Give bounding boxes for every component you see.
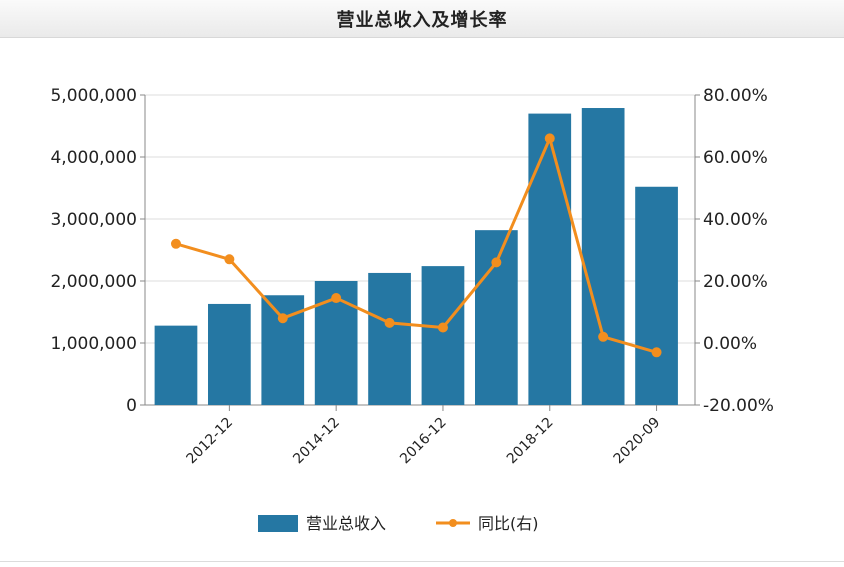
legend-line-marker — [449, 519, 457, 527]
x-tick-label: 2014-12 — [290, 415, 343, 468]
growth-point — [170, 238, 181, 249]
bar — [368, 272, 411, 405]
growth-point — [437, 322, 448, 333]
bar — [421, 266, 465, 405]
y-right-tick-label: 0.00% — [703, 334, 757, 354]
y-left-tick-label: 3,000,000 — [50, 210, 137, 230]
growth-point — [491, 257, 502, 268]
x-tick-label: 2016-12 — [397, 415, 450, 468]
chart-header: 营业总收入及增长率 — [0, 0, 844, 38]
y-right-tick-label: 80.00% — [703, 86, 768, 106]
y-right-tick-label: 40.00% — [703, 210, 768, 230]
growth-point — [544, 133, 555, 144]
x-tick-label: 2012-12 — [184, 415, 237, 468]
bottom-divider — [0, 561, 844, 562]
y-left-tick-label: 2,000,000 — [50, 272, 137, 292]
growth-point — [651, 347, 662, 358]
y-left-tick-label: 4,000,000 — [50, 148, 137, 168]
x-tick-label: 2020-09 — [611, 415, 664, 468]
growth-point — [277, 313, 288, 324]
growth-line — [175, 136, 657, 354]
x-tick-label: 2018-12 — [504, 415, 557, 468]
growth-point — [384, 317, 395, 328]
bar — [154, 325, 198, 405]
bar — [635, 186, 678, 405]
growth-point — [598, 331, 609, 342]
legend-line-label: 同比(右) — [478, 514, 539, 533]
bar — [475, 230, 518, 405]
bar — [528, 113, 572, 405]
bar — [208, 303, 251, 405]
y-left-tick-label: 0 — [126, 396, 137, 416]
legend-bar-swatch — [258, 515, 298, 532]
growth-point — [331, 293, 342, 304]
y-left-tick-label: 5,000,000 — [50, 86, 137, 106]
chart-title: 营业总收入及增长率 — [336, 9, 508, 31]
bar — [581, 108, 625, 406]
growth-point — [224, 254, 235, 265]
y-left-tick-label: 1,000,000 — [50, 334, 137, 354]
y-right-tick-label: -20.00% — [703, 396, 774, 416]
legend-bar-label: 营业总收入 — [306, 514, 386, 533]
y-right-tick-label: 60.00% — [703, 148, 768, 168]
y-right-tick-label: 20.00% — [703, 272, 768, 292]
